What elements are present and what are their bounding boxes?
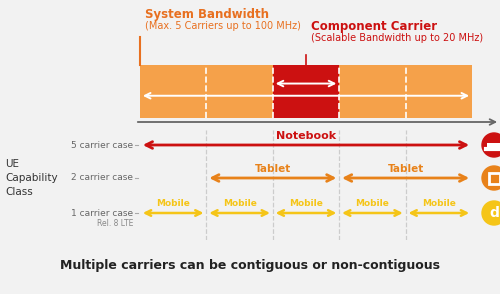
Text: (Scalable Bandwidth up to 20 MHz): (Scalable Bandwidth up to 20 MHz) [311,33,483,43]
Text: Mobile: Mobile [156,200,190,208]
Text: Mobile: Mobile [289,200,323,208]
Text: Multiple carriers can be contiguous or non-contiguous: Multiple carriers can be contiguous or n… [60,259,440,273]
Text: d: d [489,206,499,220]
Text: Rel. 8 LTE: Rel. 8 LTE [96,218,133,228]
Text: Tablet: Tablet [388,164,424,174]
Bar [140,65,472,118]
Text: Notebook: Notebook [276,131,336,141]
Text: 2 carrier case: 2 carrier case [71,173,133,183]
Text: Tablet: Tablet [254,164,291,174]
Bar [273,65,339,118]
Text: System Bandwidth: System Bandwidth [145,8,269,21]
Bar [488,173,500,183]
Text: 1 carrier case: 1 carrier case [71,208,133,218]
Text: (Max. 5 Carriers up to 100 MHz): (Max. 5 Carriers up to 100 MHz) [145,21,301,31]
Circle shape [482,201,500,225]
Circle shape [482,166,500,190]
Text: 5 carrier case: 5 carrier case [71,141,133,150]
Text: Mobile: Mobile [422,200,456,208]
Text: Component Carrier: Component Carrier [311,20,437,33]
Bar [487,143,500,148]
Text: Mobile: Mobile [356,200,390,208]
Text: Mobile: Mobile [222,200,256,208]
Text: UE
Capability
Class: UE Capability Class [5,159,58,197]
Circle shape [482,133,500,157]
